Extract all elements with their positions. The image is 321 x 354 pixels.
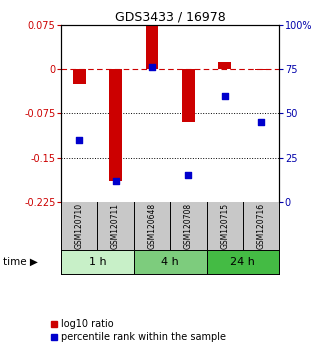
Text: 24 h: 24 h: [230, 257, 255, 267]
Bar: [61, 250, 134, 274]
Point: [258, 119, 264, 125]
Text: GSM120710: GSM120710: [75, 202, 84, 249]
Bar: [134, 250, 206, 274]
Point: [222, 93, 227, 98]
Text: 4 h: 4 h: [161, 257, 179, 267]
Bar: [109, 69, 122, 181]
Legend: log10 ratio, percentile rank within the sample: log10 ratio, percentile rank within the …: [50, 319, 227, 342]
Title: GDS3433 / 16978: GDS3433 / 16978: [115, 11, 226, 24]
Text: GSM120648: GSM120648: [147, 202, 156, 249]
Bar: [182, 69, 195, 122]
Text: GSM120708: GSM120708: [184, 202, 193, 249]
Text: time ▶: time ▶: [3, 257, 38, 267]
Text: 1 h: 1 h: [89, 257, 106, 267]
Point: [149, 64, 154, 70]
Point: [77, 137, 82, 143]
Bar: [255, 69, 267, 70]
Point: [186, 172, 191, 178]
Bar: [73, 69, 85, 84]
Bar: [206, 250, 279, 274]
Bar: [218, 62, 231, 69]
Bar: [145, 25, 158, 69]
Text: GSM120715: GSM120715: [220, 202, 229, 249]
Text: GSM120716: GSM120716: [256, 202, 265, 249]
Text: GSM120711: GSM120711: [111, 203, 120, 249]
Point: [113, 178, 118, 183]
